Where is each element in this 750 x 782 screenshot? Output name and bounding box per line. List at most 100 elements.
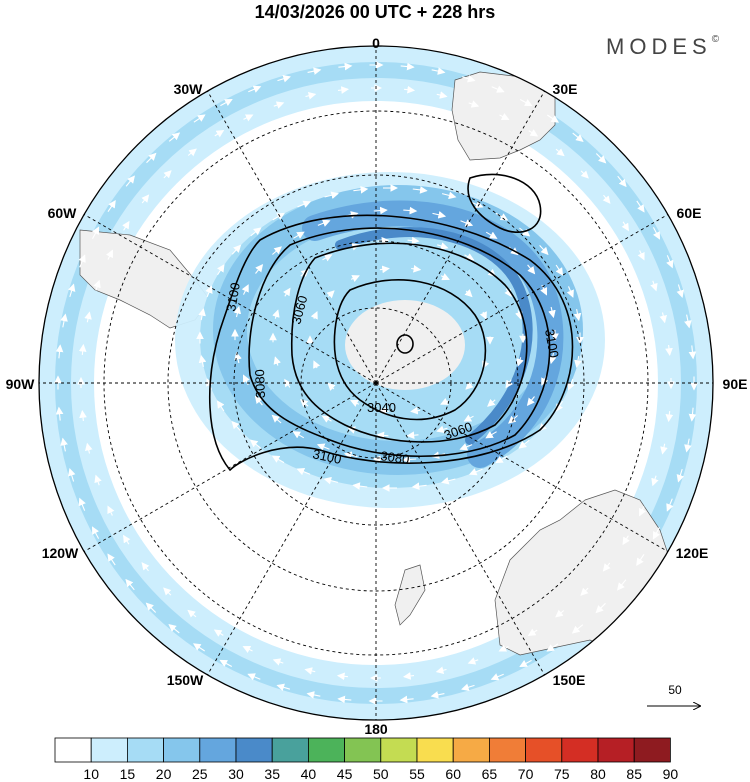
wind-arrow <box>639 506 646 517</box>
colorbar-swatch <box>561 737 599 763</box>
colorbar-label: 30 <box>228 766 244 782</box>
wind-arrow <box>676 284 684 298</box>
wind-arrow <box>411 265 422 273</box>
wind-arrow <box>485 431 497 439</box>
wind-arrow <box>271 414 282 424</box>
wind-arrow <box>317 219 331 227</box>
colorbar-label: 10 <box>83 766 99 782</box>
wind-arrow <box>595 602 606 614</box>
wind-arrow <box>216 400 225 412</box>
wind-arrow <box>566 286 574 298</box>
wind-arrow <box>146 152 157 164</box>
wind-arrow <box>621 221 629 232</box>
wind-arrow <box>539 245 549 256</box>
meridian-labels: 0 30E 60E 90E 120E 150E 180 150W 120W 90… <box>6 35 748 737</box>
wind-arrow <box>91 526 100 539</box>
wind-arrow <box>198 354 207 368</box>
wind-arrow <box>665 411 674 423</box>
wind-arrow <box>602 194 611 204</box>
contour-label: 3040 <box>367 400 396 415</box>
wind-arrow <box>463 414 474 422</box>
colorbar-swatch <box>416 737 454 763</box>
wind-arrow <box>321 415 332 423</box>
wind-arrow <box>219 659 233 667</box>
colorbar-label: 65 <box>482 766 498 782</box>
wind-arrow <box>163 170 172 179</box>
colorbar-swatch <box>127 737 165 763</box>
wind-arrow <box>652 526 660 540</box>
wind-arrow <box>431 67 446 75</box>
wind-arrow <box>125 175 135 187</box>
wind-arrow <box>272 658 284 666</box>
wind-arrow <box>123 534 131 545</box>
contour-inner-low <box>396 334 414 354</box>
meridian-line <box>207 382 377 676</box>
wind-arrow <box>343 451 358 459</box>
colorbar-swatch <box>271 737 309 763</box>
wind-arrow <box>435 666 447 674</box>
wind-arrow <box>323 476 339 485</box>
wind-arrow <box>107 199 116 213</box>
wind-arrow <box>567 378 575 391</box>
wind-arrow <box>573 308 582 322</box>
wind-arrow <box>402 455 417 464</box>
contour-3060 <box>290 242 528 443</box>
wind-arrow <box>504 288 512 298</box>
wind-arrow <box>602 562 611 572</box>
wind-arrow <box>487 398 496 407</box>
wind-arrow <box>233 305 242 318</box>
wind-arrow <box>350 275 360 283</box>
wind-arrow <box>273 356 281 366</box>
wind-arrow <box>659 312 667 324</box>
wind-arrow <box>299 399 309 408</box>
colorbar-label: 80 <box>590 766 606 782</box>
meridian-label: 120W <box>42 545 79 561</box>
wind-arrow <box>324 191 339 199</box>
wind-arrow <box>555 400 563 412</box>
wind-arrow <box>660 443 668 455</box>
colorbar-label: 85 <box>626 766 642 782</box>
wind-arrow <box>519 99 533 107</box>
wind-arrow <box>461 683 475 691</box>
wind-arrow <box>479 311 487 320</box>
wind-arrow <box>217 264 225 276</box>
wind-arrow <box>305 92 317 100</box>
wind-arrow <box>206 378 214 390</box>
wind-arrow <box>125 578 135 591</box>
meridian-line <box>375 214 669 384</box>
wind-arrow <box>379 265 390 274</box>
wind-arrow <box>495 455 508 464</box>
wind-arrow <box>468 100 480 108</box>
wind-arrow <box>652 227 661 240</box>
contour-3100 <box>208 214 574 472</box>
wind-arrow <box>292 431 305 439</box>
wind-arrow <box>574 355 582 368</box>
map-border <box>38 45 714 721</box>
wind-arrow <box>411 482 427 491</box>
wind-arrow <box>271 455 285 464</box>
wind-arrow <box>107 505 115 516</box>
contour-3040 <box>333 279 487 421</box>
wind-arrow <box>277 75 291 83</box>
wind-arrow <box>284 378 292 388</box>
wind-arrow <box>688 345 697 360</box>
wind-arrow <box>243 114 254 122</box>
colorbar-label: 15 <box>120 766 136 782</box>
polar-jet <box>175 172 605 508</box>
wind-arrow <box>193 114 206 123</box>
wind-arrow <box>485 231 498 239</box>
meridian-label: 150E <box>553 672 586 688</box>
wind-arrow <box>406 431 419 440</box>
contour-label: 3080 <box>380 448 411 467</box>
wind-arrow <box>306 691 321 699</box>
wind-arrow <box>248 85 262 93</box>
wind-arrow <box>498 644 509 652</box>
wind-arrow <box>373 206 388 215</box>
contour-label: 3060 <box>288 294 310 326</box>
colorbar-label: 70 <box>518 766 534 782</box>
wind-arrow <box>651 475 659 487</box>
wind-arrow <box>296 468 311 476</box>
colorbar-swatch <box>163 737 201 763</box>
wind-arrow <box>459 443 473 451</box>
wind-arrow <box>468 468 483 476</box>
